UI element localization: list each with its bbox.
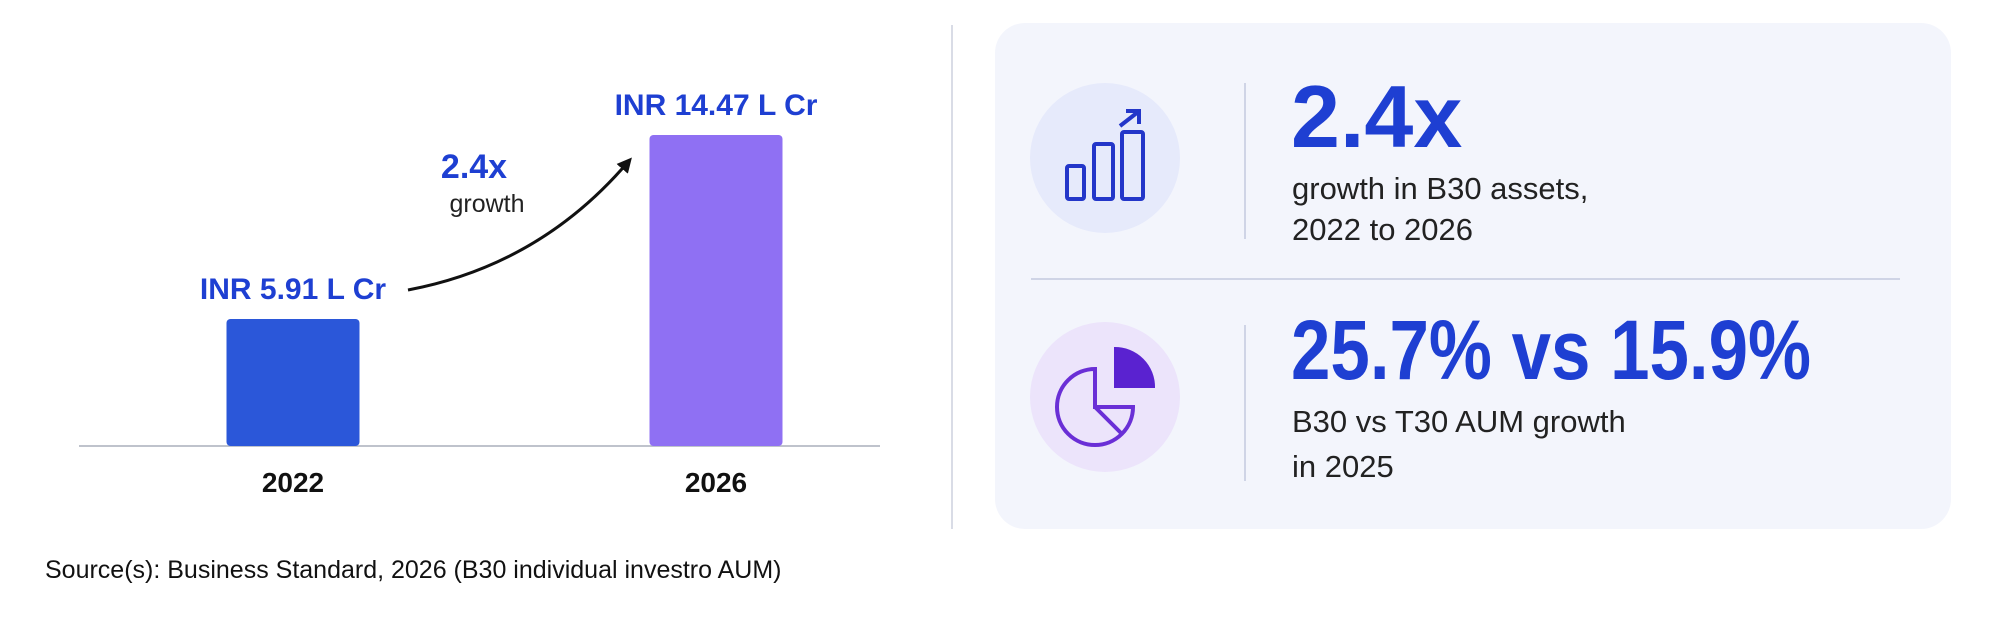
annotation-text: growth — [449, 190, 524, 218]
stat-value: 2.4x — [1291, 67, 1462, 166]
stat-text: 2022 to 2026 — [1292, 212, 1473, 247]
icon-circle — [1030, 322, 1180, 472]
x-tick-label: 2022 — [262, 467, 324, 498]
bar-icon — [1065, 109, 1145, 201]
value-label: INR 14.47 L Cr — [615, 89, 818, 122]
stats-panel — [995, 23, 1951, 529]
source-note: Source(s): Business Standard, 2026 (B30 … — [45, 556, 781, 584]
stat-text: B30 vs T30 AUM growth — [1292, 404, 1626, 439]
stat-value: 25.7% vs 15.9% — [1291, 303, 1811, 397]
growth-arrow — [407, 157, 632, 292]
stat-text: in 2025 — [1292, 449, 1394, 484]
value-label: INR 5.91 L Cr — [200, 273, 387, 306]
bar — [226, 318, 360, 446]
pie-icon — [1055, 346, 1156, 447]
x-tick-label: 2026 — [685, 467, 747, 498]
bar — [649, 135, 783, 446]
stat-text: growth in B30 assets, — [1292, 171, 1588, 206]
icon-circle — [1030, 83, 1180, 233]
annotation-value: 2.4x — [441, 148, 507, 186]
